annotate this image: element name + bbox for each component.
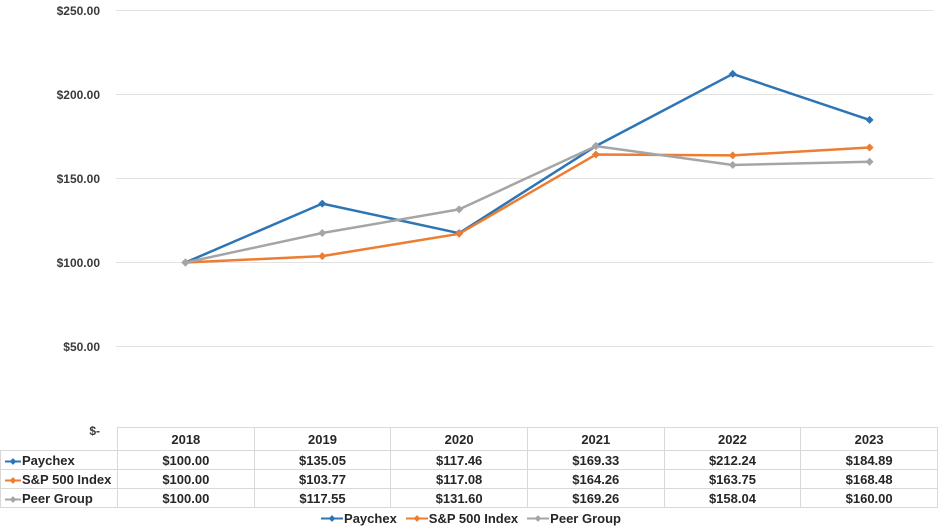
legend-item: Paychex bbox=[321, 511, 397, 526]
series-row-label: Paychex bbox=[0, 450, 118, 470]
table-value-cell: $169.33 bbox=[526, 450, 665, 470]
y-axis-tick-label: $250.00 bbox=[57, 4, 101, 18]
key-marker bbox=[413, 515, 421, 522]
y-axis-tick-label: $100.00 bbox=[57, 256, 101, 270]
key-marker bbox=[9, 457, 17, 465]
chart-data-table: 2018 2019 2020 2021 2022 2023 Paychex $100.00 $… bbox=[0, 427, 938, 508]
data-point-marker bbox=[591, 150, 600, 159]
series-row-label: S&P 500 Index bbox=[0, 469, 118, 489]
data-point-marker bbox=[728, 69, 737, 78]
table-col-header: 2021 bbox=[526, 427, 665, 451]
data-point-marker bbox=[181, 258, 190, 267]
table-value-cell: $163.75 bbox=[663, 469, 802, 489]
data-point-marker bbox=[318, 199, 327, 208]
series-key-icon bbox=[5, 495, 21, 503]
y-axis-tick-label: $- bbox=[89, 424, 100, 438]
legend-item: S&P 500 Index bbox=[405, 511, 519, 526]
table-corner-cell bbox=[1, 428, 118, 451]
series-key-icon bbox=[527, 515, 550, 522]
legend-label: S&P 500 Index bbox=[428, 511, 519, 526]
table-value-cell: $160.00 bbox=[800, 488, 938, 508]
table-value-cell: $117.55 bbox=[253, 488, 392, 508]
table-row: S&P 500 Index $100.00 $103.77 $117.08 $164.2… bbox=[0, 469, 938, 489]
legend-item: Peer Group bbox=[527, 511, 621, 526]
series-key-icon bbox=[5, 457, 21, 465]
data-point-marker bbox=[865, 143, 874, 152]
y-axis-tick-label: $200.00 bbox=[57, 88, 101, 102]
table-value-cell: $158.04 bbox=[663, 488, 802, 508]
table-value-cell: $169.26 bbox=[526, 488, 665, 508]
table-col-header: 2023 bbox=[800, 427, 938, 451]
table-value-cell: $135.05 bbox=[253, 450, 392, 470]
table-value-cell: $168.48 bbox=[800, 469, 938, 489]
total-return-line-chart: $250.00 $200.00 $150.00 $100.00 $50.00 $- bbox=[57, 4, 933, 438]
series-line-s-p-500-index bbox=[184, 146, 871, 264]
data-point-marker bbox=[455, 229, 464, 238]
table-header-row: 2018 2019 2020 2021 2022 2023 bbox=[1, 427, 938, 451]
data-point-marker bbox=[591, 142, 600, 151]
table-value-cell: $103.77 bbox=[253, 469, 392, 489]
series-name: Peer Group bbox=[22, 490, 93, 506]
table-value-cell: $212.24 bbox=[663, 450, 802, 470]
data-point-marker bbox=[318, 229, 327, 238]
data-table-body: Paychex $100.00 $135.05 $117.46 $169.33 $212.… bbox=[0, 450, 938, 508]
data-point-marker bbox=[318, 252, 327, 261]
y-axis-tick-label: $150.00 bbox=[57, 172, 101, 186]
table-row: Paychex $100.00 $135.05 $117.46 $169.33 $212.… bbox=[0, 450, 938, 470]
table-col-header: 2019 bbox=[253, 427, 392, 451]
data-point-marker bbox=[728, 160, 737, 169]
series-key-icon bbox=[321, 515, 344, 522]
legend-label: Paychex bbox=[344, 511, 397, 526]
key-marker bbox=[9, 495, 17, 503]
table-col-header: 2020 bbox=[390, 427, 528, 451]
data-table-header: 2018 2019 2020 2021 2022 2023 bbox=[1, 427, 938, 451]
series-key-icon bbox=[405, 515, 428, 522]
series-line-peer-group bbox=[184, 144, 871, 264]
chart-legend: Paychex S&P 500 Index Peer Group bbox=[0, 511, 942, 526]
series-row-label: Peer Group bbox=[0, 488, 118, 508]
key-marker bbox=[534, 515, 542, 522]
data-point-marker bbox=[455, 205, 464, 214]
series-name: Paychex bbox=[22, 452, 75, 468]
key-marker bbox=[9, 476, 17, 484]
series-name: S&P 500 Index bbox=[22, 471, 112, 487]
y-axis-tick-label: $50.00 bbox=[63, 340, 100, 354]
table-value-cell: $100.00 bbox=[117, 450, 255, 470]
table-value-cell: $184.89 bbox=[800, 450, 938, 470]
data-point-marker bbox=[865, 115, 874, 124]
table-value-cell: $164.26 bbox=[526, 469, 665, 489]
legend-label: Peer Group bbox=[550, 511, 621, 526]
table-row: Peer Group $100.00 $117.55 $131.60 $169.26 $1… bbox=[0, 488, 938, 508]
table-value-cell: $100.00 bbox=[117, 488, 255, 508]
data-point-marker bbox=[865, 157, 874, 166]
series-key-icon bbox=[5, 476, 21, 484]
table-value-cell: $117.08 bbox=[390, 469, 528, 489]
table-value-cell: $117.46 bbox=[390, 450, 528, 470]
data-point-marker bbox=[728, 151, 737, 160]
series-line-paychex bbox=[184, 72, 871, 264]
table-col-header: 2022 bbox=[663, 427, 802, 451]
table-value-cell: $100.00 bbox=[117, 469, 255, 489]
key-marker bbox=[328, 515, 336, 522]
table-col-header: 2018 bbox=[117, 427, 255, 451]
table-value-cell: $131.60 bbox=[390, 488, 528, 508]
